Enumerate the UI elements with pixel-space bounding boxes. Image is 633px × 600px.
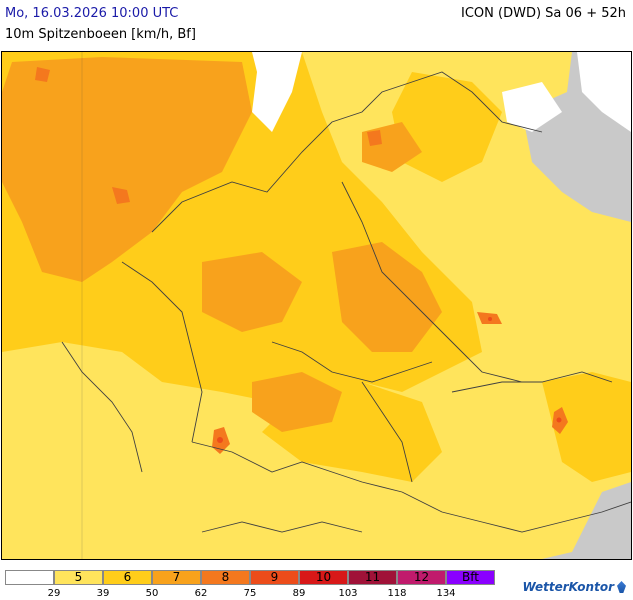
- legend-tick: 134: [436, 588, 456, 599]
- brand-logo: WetterKontor: [523, 580, 626, 594]
- legend-tick: 75: [243, 588, 257, 599]
- gust-area-bf6: [542, 372, 631, 482]
- gust-area-bf9: [488, 317, 492, 321]
- sea-area: [252, 52, 302, 132]
- gust-map-canvas: [2, 52, 631, 559]
- gust-area-bf8: [367, 130, 382, 146]
- legend-class: 5: [54, 570, 103, 585]
- parameter-label: 10m Spitzenboeen [km/h, Bf]: [5, 27, 196, 42]
- legend-tick: 29: [47, 588, 61, 599]
- sea-area: [577, 52, 631, 132]
- legend-tick: 62: [194, 588, 208, 599]
- gust-area-bf8: [35, 67, 50, 82]
- legend-class: 10: [299, 570, 348, 585]
- gust-area-bf8: [112, 187, 130, 204]
- gust-map: [1, 51, 632, 560]
- legend-class: 6: [103, 570, 152, 585]
- legend-class: 12: [397, 570, 446, 585]
- legend-class: 7: [152, 570, 201, 585]
- legend-tick: 89: [292, 588, 306, 599]
- legend-tick: 103: [338, 588, 358, 599]
- legend-tick: 50: [145, 588, 159, 599]
- country-borders: [61, 71, 631, 533]
- valid-time: Mo, 16.03.2026 10:00 UTC: [5, 6, 179, 21]
- legend-class: 9: [250, 570, 299, 585]
- legend-class: 8: [201, 570, 250, 585]
- gust-area-bf7: [2, 57, 252, 282]
- brand-name: WetterKontor: [522, 580, 614, 594]
- gust-area-bf7: [202, 252, 302, 332]
- legend-tick: 39: [96, 588, 110, 599]
- brand-icon: [617, 581, 626, 593]
- gust-area-bf6: [392, 72, 502, 182]
- gust-area-bf9: [217, 437, 223, 443]
- legend-class: 11: [348, 570, 397, 585]
- gust-area-bf7: [252, 372, 342, 432]
- legend-class: Bft: [446, 570, 495, 585]
- sea-area: [502, 82, 562, 132]
- gust-area-bf7: [332, 242, 442, 352]
- model-run-info: ICON (DWD) Sa 06 + 52h: [461, 6, 626, 21]
- gust-area-bf9: [556, 417, 562, 423]
- legend-class: [5, 570, 54, 585]
- legend-tick: 118: [387, 588, 407, 599]
